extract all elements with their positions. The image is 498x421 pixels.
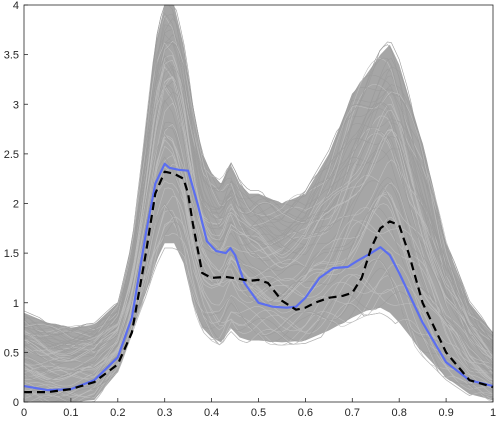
ensemble-strand	[23, 127, 494, 378]
ensemble-strand	[23, 55, 494, 356]
ensemble-strand	[23, 33, 494, 337]
series-line-solid	[23, 162, 494, 392]
ensemble-strand	[23, 66, 494, 359]
ensemble-strand	[23, 40, 494, 341]
ensemble-strand	[23, 60, 494, 358]
y-tick-label: 1	[13, 298, 19, 310]
ensemble-strand	[23, 91, 494, 358]
ensemble-strand	[23, 133, 494, 368]
x-tick-label: 0.2	[110, 407, 125, 419]
x-tick-label: 0.7	[345, 407, 360, 419]
x-tick-label: 0.6	[298, 407, 313, 419]
y-tick-label: 2.5	[4, 149, 19, 161]
x-tick-label: 1	[490, 407, 496, 419]
ensemble-strand	[24, 76, 494, 362]
ensemble-strand	[23, 134, 494, 371]
ensemble-strand	[23, 68, 494, 356]
x-tick-label: 0.3	[157, 407, 172, 419]
x-tick-label: 0.4	[204, 407, 219, 419]
ensemble-strand	[23, 216, 494, 397]
ensemble-strand	[23, 15, 494, 340]
y-tick-label: 4	[13, 0, 19, 12]
y-tick-label: 3.5	[4, 50, 19, 62]
ensemble-strand	[23, 82, 494, 362]
x-tick-label: 0.5	[251, 407, 266, 419]
ensemble-strand	[23, 4, 494, 336]
ensemble-strand	[23, 84, 494, 366]
ensemble-strand	[23, 123, 494, 377]
x-tick-label: 0	[21, 407, 27, 419]
ensemble-strand	[23, 42, 494, 342]
ensemble-strand	[23, 99, 494, 367]
y-tick-label: 3	[13, 99, 19, 111]
series-line-dashed	[24, 170, 494, 394]
ensemble-strand	[23, 80, 494, 353]
x-tick-label: 0.8	[392, 407, 407, 419]
y-tick-label: 1.5	[4, 248, 19, 260]
ensemble-strand	[23, 12, 494, 344]
x-tick-label: 0.1	[63, 407, 78, 419]
y-tick-label: 0.5	[4, 347, 19, 359]
ensemble-strand	[23, 76, 494, 362]
ensemble-strand	[23, 42, 494, 353]
y-tick-label: 2	[13, 199, 19, 211]
y-tick-label: 0	[13, 397, 19, 409]
series-lines	[23, 162, 494, 394]
ensemble-strand	[24, 247, 494, 403]
ensemble-strand	[23, 13, 494, 344]
y-axis: 0 0.5 1 1.5 2 2.5 3 3.5 4	[4, 0, 28, 409]
x-axis: 0 0.1 0.2 0.3 0.4 0.5 0.6 0.7 0.8 0.9 1	[21, 398, 496, 419]
x-tick-label: 0.9	[438, 407, 453, 419]
ensemble-strand	[23, 136, 494, 381]
ensemble-band	[23, 4, 494, 403]
ensemble-strand	[23, 221, 494, 403]
ensemble-strand	[23, 121, 494, 376]
